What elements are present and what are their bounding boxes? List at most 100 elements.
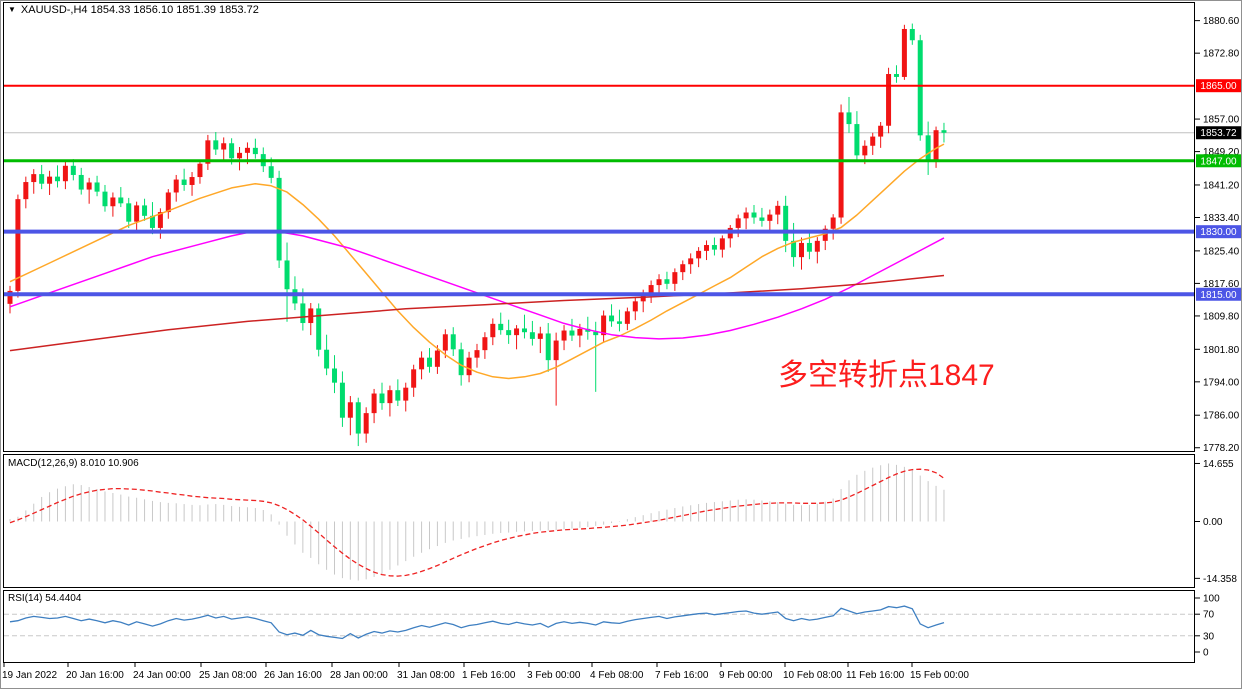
price-badge-label: 1830.00 xyxy=(1200,227,1237,238)
candle xyxy=(822,228,828,241)
macd-indicator-label: MACD(12,26,9) 8.010 10.906 xyxy=(8,458,139,469)
chart-title-text: XAUUSD-,H4 1854.33 1856.10 1851.39 1853.… xyxy=(20,4,259,16)
candle xyxy=(434,350,440,367)
candle xyxy=(862,145,868,156)
candle xyxy=(355,402,361,434)
candle xyxy=(149,215,155,228)
time-axis[interactable] xyxy=(0,663,1195,689)
price-badge-1847.00 xyxy=(1196,154,1241,168)
macd-panel xyxy=(3,454,1195,588)
candle xyxy=(521,328,527,333)
candle xyxy=(846,112,852,125)
rsi-panel xyxy=(3,590,1195,663)
time-tick-label: 24 Jan 00:00 xyxy=(133,670,191,681)
price-tick-label: 1778.20 xyxy=(1203,443,1240,454)
macd-tick-label: 0.00 xyxy=(1203,517,1223,528)
candle xyxy=(237,152,243,159)
main-chart-area xyxy=(4,23,1194,447)
rsi-indicator-label: RSI(14) 54.4404 xyxy=(8,593,82,604)
candle xyxy=(142,205,148,216)
candle xyxy=(561,330,567,341)
ma-fast-orange xyxy=(9,143,945,380)
rsi-tick-label: 70 xyxy=(1203,610,1215,621)
candle xyxy=(221,143,227,150)
candle xyxy=(252,147,258,155)
candle xyxy=(814,240,820,252)
candle xyxy=(672,272,678,284)
candle xyxy=(419,357,425,370)
candle xyxy=(442,334,448,351)
candle xyxy=(292,289,298,304)
candle xyxy=(901,28,907,77)
price-tick-label: 1880.60 xyxy=(1203,16,1240,27)
candle xyxy=(474,350,480,358)
price-badge-1815.00 xyxy=(1196,287,1241,301)
candle xyxy=(593,331,599,336)
candle xyxy=(102,191,108,207)
time-tick-label: 20 Jan 16:00 xyxy=(66,670,124,681)
time-tick-label: 26 Jan 16:00 xyxy=(264,670,322,681)
price-axis[interactable] xyxy=(1196,0,1242,663)
candle xyxy=(545,333,551,361)
time-tick-label: 4 Feb 08:00 xyxy=(590,670,644,681)
candle xyxy=(47,176,53,184)
candle xyxy=(569,330,575,336)
macd-tick-label: -14.358 xyxy=(1203,574,1237,585)
candle xyxy=(363,413,369,434)
candle xyxy=(23,182,29,200)
candle xyxy=(371,393,377,414)
candle xyxy=(917,40,923,136)
price-badge-1830.00 xyxy=(1196,225,1241,239)
candle xyxy=(577,328,583,336)
candle xyxy=(173,179,179,193)
candle xyxy=(783,205,789,241)
candle xyxy=(704,245,710,251)
rsi-tick-label: 30 xyxy=(1203,631,1215,642)
candle xyxy=(680,264,686,273)
candle xyxy=(735,218,741,228)
candle xyxy=(126,203,132,222)
candle xyxy=(711,245,717,250)
candle xyxy=(664,279,670,284)
time-tick-label: 3 Feb 00:00 xyxy=(527,670,581,681)
candle xyxy=(799,242,804,258)
candle xyxy=(553,340,559,361)
price-badge-label: 1865.00 xyxy=(1200,81,1237,92)
candle xyxy=(838,112,844,218)
candle xyxy=(791,240,797,258)
candle xyxy=(268,166,274,178)
candle xyxy=(886,74,892,126)
time-tick-label: 31 Jan 08:00 xyxy=(397,670,455,681)
candle xyxy=(70,165,76,175)
candle xyxy=(688,258,694,265)
candle xyxy=(39,174,45,184)
candle xyxy=(941,130,947,133)
candle xyxy=(229,143,235,159)
candle xyxy=(379,393,385,404)
macd-chart-area xyxy=(9,463,945,581)
time-tick-label: 25 Jan 08:00 xyxy=(199,670,257,681)
candle xyxy=(830,217,836,229)
price-tick-label: 1786.00 xyxy=(1203,411,1240,422)
candle xyxy=(648,285,654,296)
price-tick-label: 1794.00 xyxy=(1203,377,1240,388)
candle xyxy=(759,217,765,221)
main-panel xyxy=(3,2,1195,452)
candle xyxy=(213,140,219,150)
candle xyxy=(719,238,725,250)
candle xyxy=(324,349,330,369)
time-tick-label: 1 Feb 16:00 xyxy=(462,670,516,681)
candle xyxy=(339,382,345,418)
candle xyxy=(909,28,915,41)
price-badge-label: 1815.00 xyxy=(1200,290,1237,301)
ma-slow-darkred xyxy=(9,274,945,352)
chevron-down-icon[interactable]: ▼ xyxy=(8,5,16,14)
candle xyxy=(925,135,931,161)
candle xyxy=(806,242,812,252)
price-badge-label: 1853.72 xyxy=(1200,128,1237,139)
price-tick-label: 1833.40 xyxy=(1203,213,1240,224)
candle xyxy=(15,199,21,291)
candle xyxy=(426,357,432,367)
